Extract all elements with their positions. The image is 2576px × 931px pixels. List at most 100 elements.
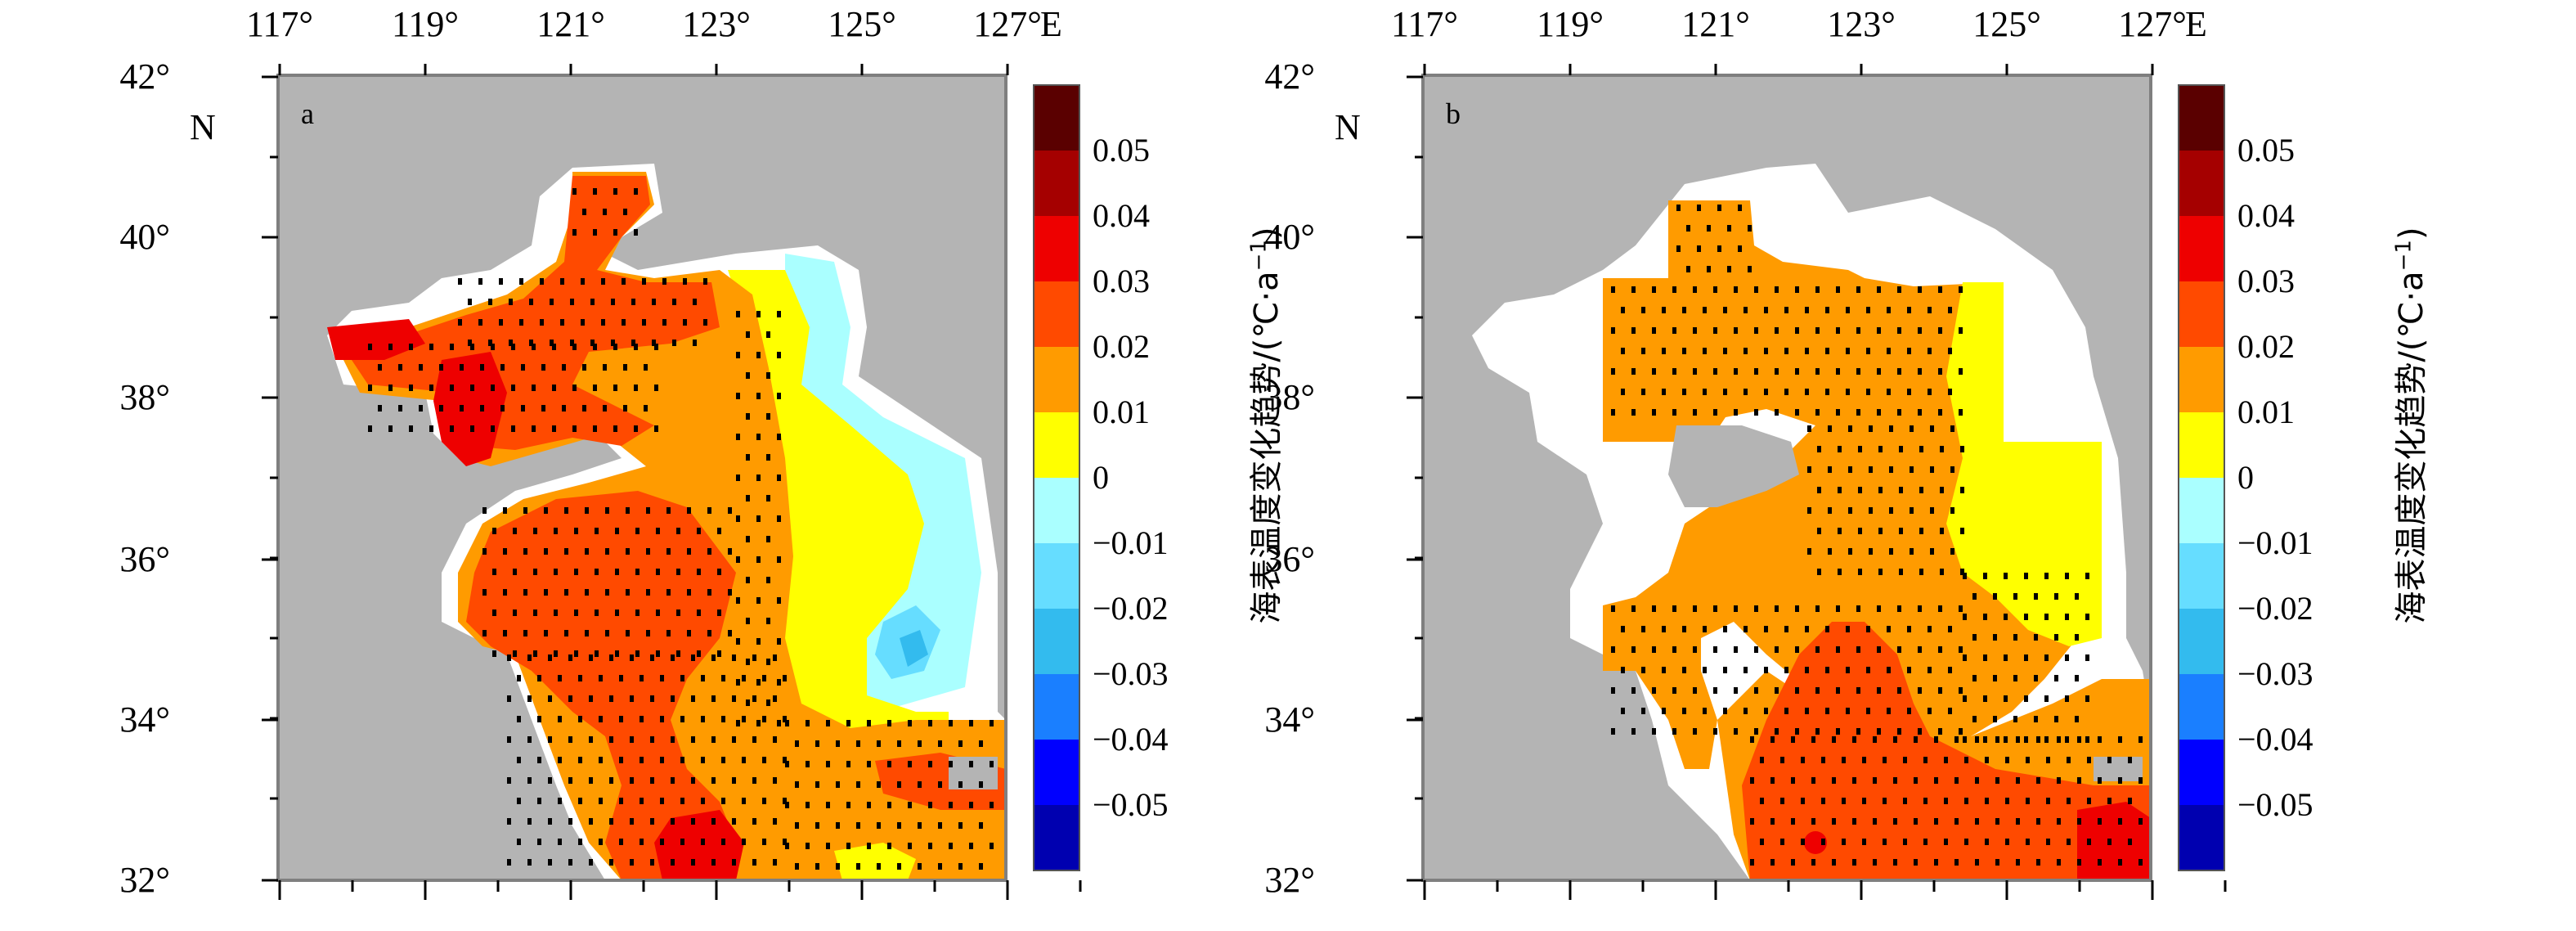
significance-dot (1995, 859, 1999, 866)
significance-dot (589, 654, 593, 661)
significance-dot (2075, 593, 2079, 600)
significance-dot (1852, 859, 1856, 866)
significance-dot (388, 425, 393, 432)
significance-dot (1877, 687, 1881, 694)
significance-dot (795, 781, 799, 788)
significance-dot (1717, 245, 1721, 252)
significance-dot (1960, 528, 1964, 534)
colorbar-label: −0.02 (2237, 590, 2313, 627)
significance-dot (554, 650, 558, 657)
colorbar-swatch (2179, 543, 2224, 609)
significance-dot (1930, 425, 1934, 432)
colorbar-swatch (2179, 805, 2224, 870)
significance-dot (1815, 605, 1820, 612)
significance-dot (635, 569, 640, 575)
significance-dot (1907, 307, 1911, 313)
significance-dot (949, 802, 953, 808)
significance-dot (470, 385, 474, 391)
colorbar-label: 0.02 (2237, 328, 2295, 365)
significance-dot (1993, 634, 1997, 641)
significance-dot (1717, 205, 1721, 211)
significance-dot (2026, 798, 2030, 804)
significance-dot (2013, 634, 2017, 641)
significance-dot (1914, 859, 1918, 866)
significance-dot (1676, 205, 1681, 211)
significance-dot (701, 716, 705, 722)
significance-dot (634, 188, 638, 195)
significance-dot (1754, 409, 1758, 416)
significance-dot (509, 340, 513, 346)
significance-dot (1801, 757, 1805, 763)
significance-dot (1611, 605, 1615, 612)
significance-dot (529, 340, 533, 346)
significance-dot (732, 695, 736, 702)
significance-dot (1995, 736, 1999, 743)
significance-dot (1693, 687, 1697, 694)
significance-dot (482, 548, 487, 555)
significance-dot (640, 757, 644, 763)
significance-dot (806, 802, 810, 808)
significance-dot (2034, 716, 2038, 722)
significance-dot (593, 229, 597, 236)
significance-dot (622, 319, 626, 326)
significance-dot (1832, 777, 1836, 784)
significance-dot (1727, 266, 1731, 272)
colorbar-label: −0.03 (2237, 655, 2313, 692)
significance-dot (766, 577, 770, 583)
significance-dot (507, 777, 511, 784)
colorbar-label: 0 (1093, 459, 1109, 496)
significance-dot (683, 319, 687, 326)
significance-dot (1750, 777, 1754, 784)
significance-dot (1907, 667, 1911, 673)
significance-dot (523, 507, 527, 514)
significance-dot (1907, 708, 1911, 714)
significance-dot (711, 736, 716, 743)
significance-dot (1846, 626, 1850, 632)
significance-dot (572, 188, 577, 195)
significance-dot (1825, 307, 1829, 313)
significance-dot (1930, 548, 1934, 555)
significance-dot (815, 781, 819, 788)
significance-dot (777, 720, 781, 726)
significance-dot (1944, 798, 1948, 804)
significance-dot (1775, 646, 1779, 653)
significance-dot (756, 556, 761, 563)
significance-dot (918, 781, 922, 788)
significance-dot (697, 609, 701, 616)
significance-dot (1611, 368, 1615, 375)
significance-dot (613, 229, 617, 236)
significance-dot (1918, 368, 1922, 375)
colorbar-label: 0.01 (1093, 394, 1150, 430)
colorbar-label: 0.05 (1093, 132, 1150, 169)
significance-dot (897, 781, 901, 788)
significance-dot (683, 278, 687, 285)
significance-dot (460, 405, 464, 412)
lat-tick-label: 38° (119, 377, 170, 417)
significance-dot (2065, 695, 2069, 702)
significance-dot (626, 548, 630, 555)
significance-dot (1934, 859, 1938, 866)
significance-dot (541, 405, 545, 412)
significance-dot (1878, 487, 1883, 493)
significance-dot (1734, 728, 1738, 735)
significance-dot (564, 630, 568, 636)
significance-dot (619, 798, 623, 804)
significance-dot (1631, 728, 1636, 735)
significance-dot (1713, 605, 1717, 612)
significance-dot (1682, 667, 1686, 673)
significance-dot (826, 761, 830, 767)
significance-dot (1950, 466, 1954, 473)
significance-dot (513, 609, 517, 616)
significance-dot (1883, 798, 1887, 804)
significance-dot (1801, 798, 1805, 804)
significance-dot (1805, 389, 1809, 395)
significance-dot (1899, 569, 1903, 575)
significance-dot (578, 839, 582, 845)
significance-dot (856, 863, 860, 870)
significance-dot (766, 536, 770, 542)
significance-dot (877, 822, 881, 829)
significance-dot (1734, 327, 1738, 334)
significance-dot (2046, 839, 2050, 845)
significance-dot (1723, 348, 1727, 354)
significance-dot (540, 319, 544, 326)
